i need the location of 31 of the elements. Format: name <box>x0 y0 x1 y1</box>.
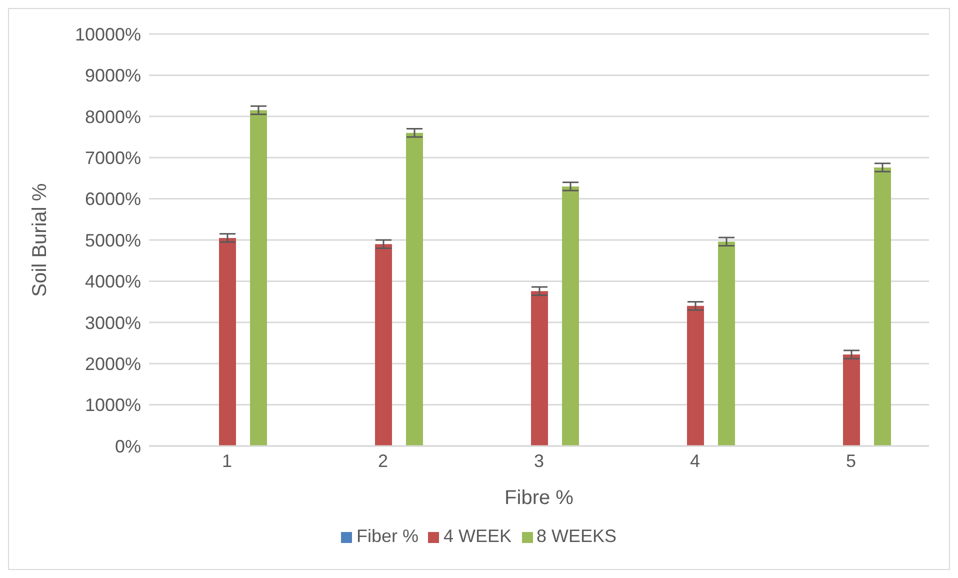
y-tick-label: 6000% <box>84 189 141 210</box>
y-tick-label: 0% <box>114 436 141 456</box>
x-tick-label: 2 <box>378 450 388 471</box>
y-tick-label: 9000% <box>84 66 141 86</box>
legend-label: 4 WEEK <box>443 526 512 546</box>
legend-label: 8 WEEKS <box>536 526 617 546</box>
y-tick-label: 5000% <box>84 230 141 250</box>
y-tick-label: 4000% <box>84 272 141 292</box>
bar <box>718 242 735 446</box>
bar <box>843 354 860 446</box>
x-tick-label: 1 <box>222 450 232 471</box>
x-tick-label: 3 <box>534 450 544 471</box>
bar <box>375 244 392 446</box>
y-tick-label: 1000% <box>84 395 141 416</box>
x-tick-label: 5 <box>846 450 856 471</box>
y-tick-label: 7000% <box>84 148 141 168</box>
y-tick-label: 3000% <box>84 312 141 333</box>
bar <box>562 186 579 446</box>
bar <box>687 306 704 446</box>
bar <box>406 132 423 446</box>
x-axis-title: Fibre % <box>504 487 574 509</box>
bar <box>531 291 548 446</box>
x-tick-label: 4 <box>690 450 700 471</box>
bar <box>219 238 236 446</box>
y-tick-label: 8000% <box>84 106 141 127</box>
bar <box>874 167 891 446</box>
legend-label: Fiber % <box>356 526 418 546</box>
bar <box>250 110 267 446</box>
y-tick-label: 10000% <box>74 24 141 44</box>
y-tick-label: 2000% <box>84 354 141 374</box>
y-axis-title: Soil Burial % <box>29 183 52 297</box>
